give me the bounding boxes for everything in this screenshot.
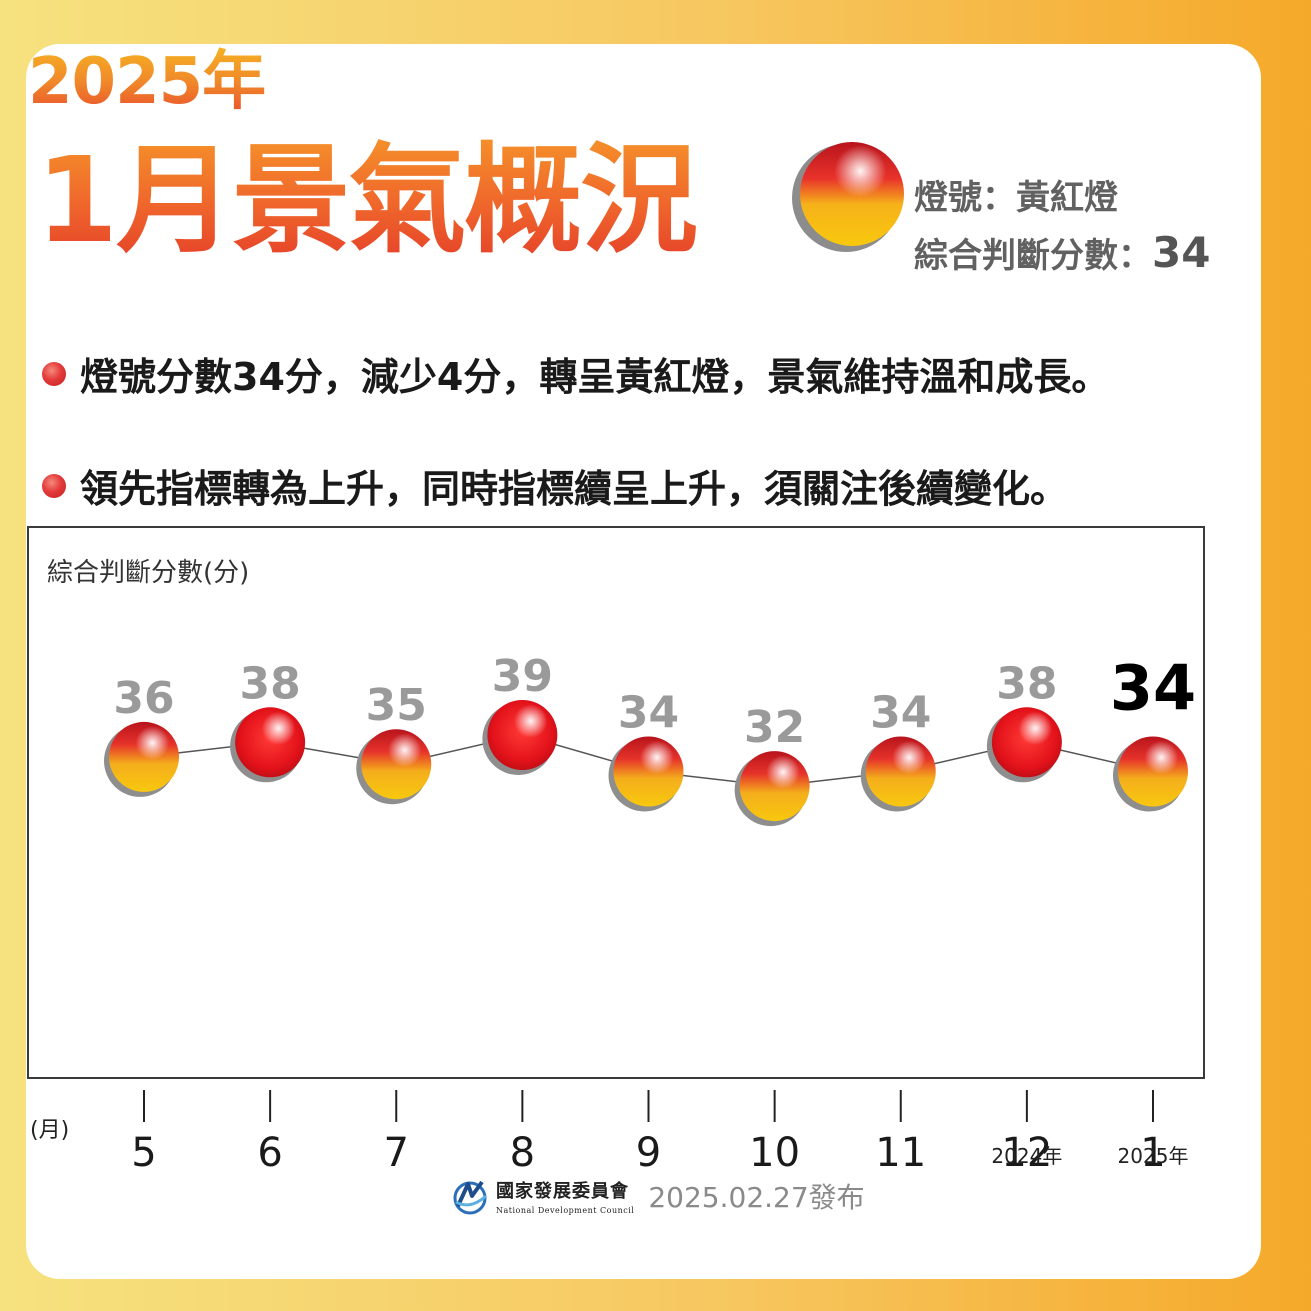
x-tick-label: 6 <box>257 1130 282 1176</box>
signal-point <box>608 736 684 812</box>
signal-light-icon <box>792 142 904 252</box>
bullet-text: 燈號分數34分，減少4分，轉呈黃紅燈，景氣維持溫和成長。 <box>80 355 1110 399</box>
bullet-dot-icon <box>42 361 66 386</box>
chart-frame <box>27 526 1205 1079</box>
score-info: 綜合判斷分數：34 <box>914 228 1210 277</box>
data-label: 38 <box>996 658 1057 709</box>
data-label: 36 <box>113 673 174 724</box>
score-label: 綜合判斷分數： <box>914 236 1152 276</box>
signal-point <box>734 751 810 827</box>
ndc-logo-icon <box>453 1180 487 1215</box>
score-value: 34 <box>1152 228 1211 277</box>
data-label: 35 <box>366 680 427 731</box>
signal-point <box>356 729 432 805</box>
signal-point <box>986 707 1062 783</box>
data-label: 38 <box>240 658 301 709</box>
x-axis-unit: (月) <box>30 1118 70 1143</box>
signal-point <box>860 736 936 812</box>
signal-point <box>230 707 306 783</box>
chart-y-label: 綜合判斷分數(分) <box>47 558 250 588</box>
data-label: 34 <box>870 688 931 739</box>
footer: 國家發展委員會 National Development Council 202… <box>450 1176 865 1216</box>
year-note: 2024年 <box>991 1144 1063 1168</box>
year-title: 2025年 <box>28 30 266 122</box>
signal-value: 黃紅燈 <box>1016 178 1118 218</box>
x-tick-label: 7 <box>384 1130 409 1176</box>
signal-point <box>104 721 179 797</box>
x-tick-label: 5 <box>131 1130 156 1176</box>
bullet-dot-icon <box>42 473 66 498</box>
year-note: 2025年 <box>1117 1144 1189 1168</box>
x-tick-label: 11 <box>875 1130 926 1176</box>
signal-label: 燈號： <box>914 178 1016 218</box>
bullet-item: 領先指標轉為上升，同時指標續呈上升，須關注後續變化。 <box>42 458 1068 513</box>
release-date: 2025.02.27發布 <box>648 1181 865 1214</box>
x-tick-label: 8 <box>510 1130 535 1176</box>
main-title: 1月景氣概況 <box>36 104 698 275</box>
ndc-logo-text: 國家發展委員會 National Development Council <box>496 1177 634 1215</box>
signal-point <box>482 700 558 775</box>
org-name-en: National Development Council <box>496 1206 635 1215</box>
x-tick-label: 12 <box>1001 1130 1052 1176</box>
signal-info: 燈號：黃紅燈 <box>914 170 1118 219</box>
data-label: 32 <box>744 702 805 753</box>
signal-point <box>1113 736 1188 812</box>
data-label: 39 <box>492 651 553 702</box>
infographic-card <box>26 44 1261 1279</box>
x-tick-label: 9 <box>636 1130 661 1176</box>
x-tick-label: 1 <box>1140 1130 1165 1176</box>
org-name: 國家發展委員會 <box>496 1181 629 1202</box>
bullet-text: 領先指標轉為上升，同時指標續呈上升，須關注後續變化。 <box>80 467 1069 511</box>
data-label: 34 <box>1110 652 1196 725</box>
data-label: 34 <box>618 688 679 739</box>
x-tick-label: 10 <box>749 1130 800 1176</box>
bullet-item: 燈號分數34分，減少4分，轉呈黃紅燈，景氣維持溫和成長。 <box>42 346 1109 401</box>
